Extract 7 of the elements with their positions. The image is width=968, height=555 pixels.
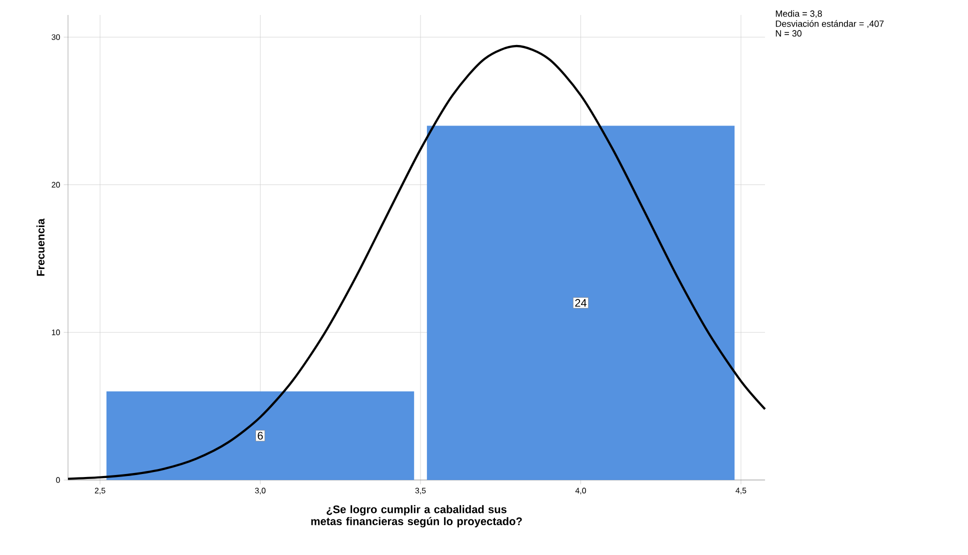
y-axis-title: Frecuencia (36, 218, 45, 276)
text: N = 30 (776, 30, 802, 37)
text: Media = 3,8 (776, 10, 822, 18)
text: Desviación estándar = ,407 (776, 20, 884, 28)
data-label: 24 (575, 299, 587, 307)
data-label: 6 (258, 432, 263, 440)
x-axis-title: ¿Se logro cumplir a cabalidad sus metas financieras según lo proyectado? (311, 505, 522, 528)
